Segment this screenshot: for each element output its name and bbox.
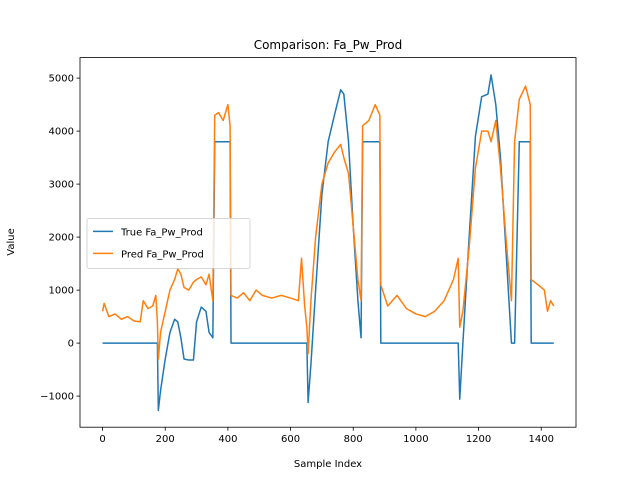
data-line — [102, 74, 554, 412]
y-tick-label: 4000 — [49, 127, 74, 138]
x-tick-label: 800 — [344, 434, 363, 445]
x-tick-label: 400 — [218, 434, 237, 445]
y-tick-label: 5000 — [49, 74, 74, 85]
y-tick-label: 2000 — [49, 233, 74, 244]
data-line — [101, 85, 555, 360]
x-axis-label: Sample Index — [294, 459, 362, 470]
y-tick-label: −1000 — [40, 392, 74, 403]
y-tick-label: 3000 — [49, 180, 74, 191]
legend-frame — [86, 217, 251, 269]
x-tick-label: 1200 — [466, 434, 491, 445]
x-tick-label: 1400 — [528, 434, 553, 445]
x-tick-label: 0 — [99, 434, 105, 445]
legend-label: True Fa_Pw_Prod — [120, 227, 203, 238]
legend: True Fa_Pw_Prod Pred Fa_Pw_Prod — [86, 217, 251, 269]
y-tick-label: 1000 — [49, 286, 74, 297]
axes-frame — [79, 57, 577, 428]
x-tick-label: 1000 — [403, 434, 428, 445]
x-tick-label: 200 — [156, 434, 175, 445]
plot-area — [101, 74, 555, 412]
y-axis-label: Value — [6, 228, 17, 255]
y-tick-label: 0 — [68, 339, 74, 350]
legend-label: Pred Fa_Pw_Prod — [121, 249, 204, 260]
x-tick-label: 600 — [281, 434, 300, 445]
chart-title: Comparison: Fa_Pw_Prod — [254, 38, 403, 52]
